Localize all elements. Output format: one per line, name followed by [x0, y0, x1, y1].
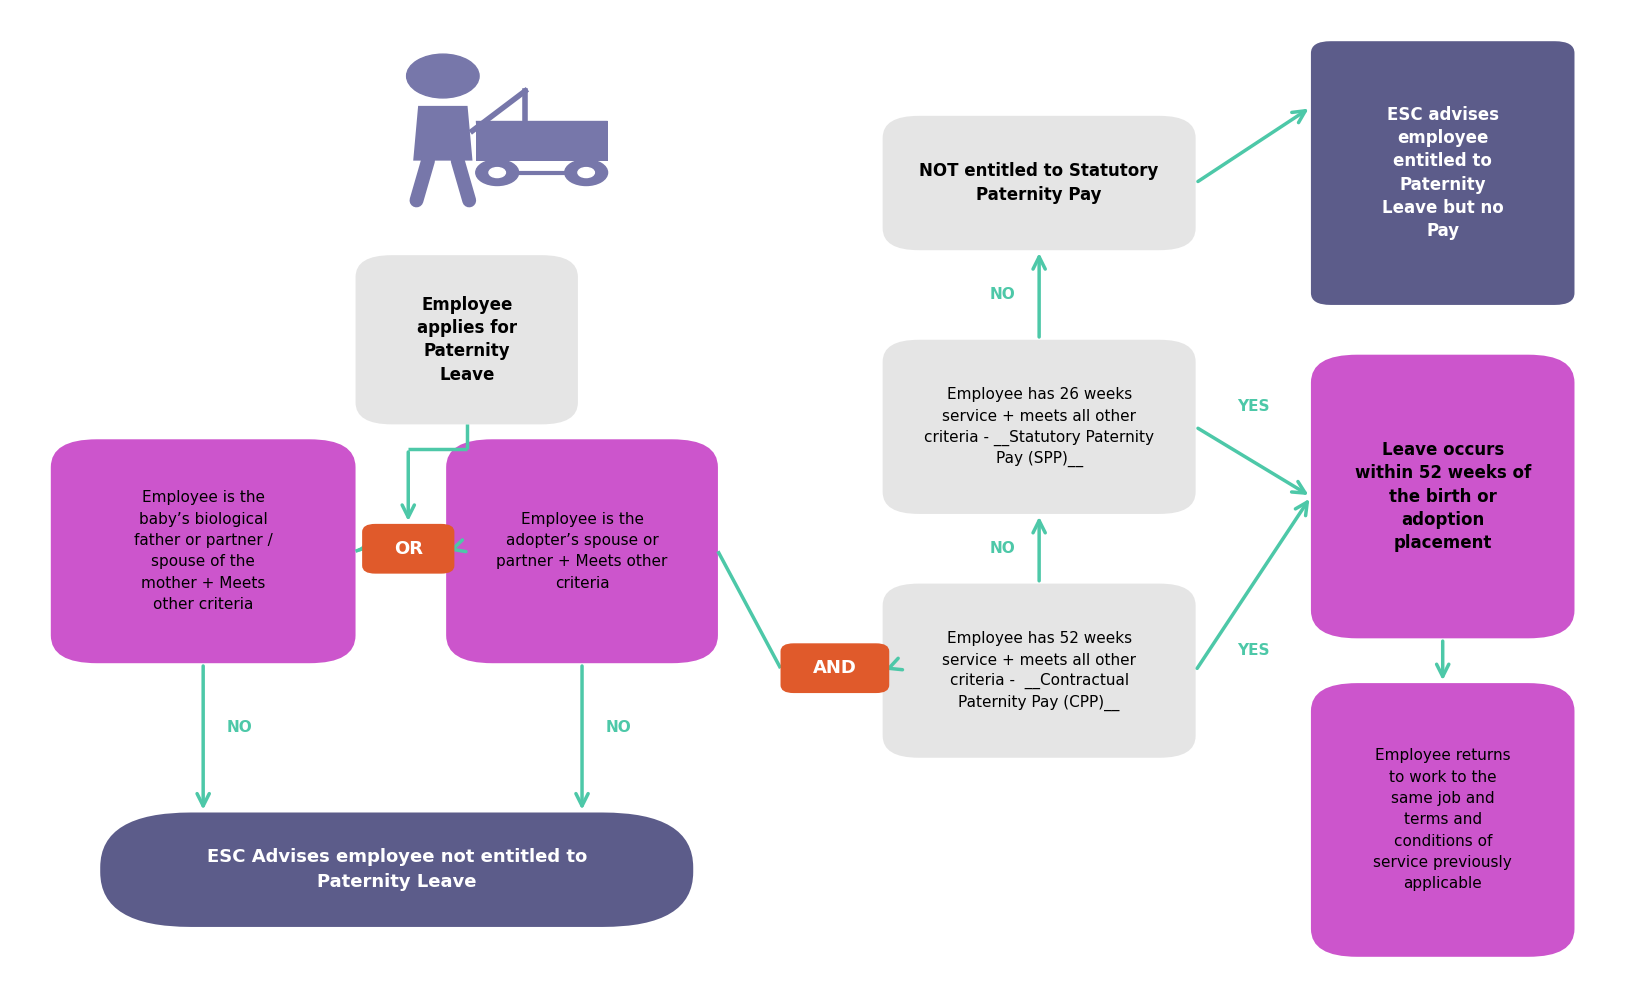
Text: NO: NO [990, 541, 1016, 556]
Text: applicable: applicable [1404, 876, 1482, 891]
Text: Employee is the: Employee is the [142, 490, 264, 505]
Polygon shape [475, 121, 607, 161]
Text: Pay: Pay [1426, 223, 1459, 241]
Text: OR: OR [394, 540, 422, 558]
Text: NO: NO [226, 721, 252, 736]
Text: ESC Advises employee not entitled to: ESC Advises employee not entitled to [206, 848, 587, 866]
Text: NO: NO [990, 287, 1016, 302]
Text: Paternity Pay: Paternity Pay [977, 186, 1102, 204]
FancyBboxPatch shape [355, 255, 578, 424]
Text: father or partner /: father or partner / [134, 533, 272, 548]
Text: other criteria: other criteria [153, 597, 254, 612]
Text: Leave occurs: Leave occurs [1381, 441, 1503, 459]
Text: within 52 weeks of: within 52 weeks of [1355, 464, 1531, 482]
Text: Employee: Employee [421, 295, 513, 313]
Text: service previously: service previously [1373, 855, 1511, 870]
Circle shape [564, 160, 607, 186]
FancyBboxPatch shape [446, 439, 718, 664]
Circle shape [475, 160, 518, 186]
Text: Leave: Leave [439, 365, 495, 383]
Text: Pay (SPP)__: Pay (SPP)__ [995, 451, 1082, 467]
FancyBboxPatch shape [51, 439, 355, 664]
Text: Paternity: Paternity [1399, 176, 1487, 194]
FancyBboxPatch shape [883, 339, 1196, 514]
Text: Employee returns: Employee returns [1374, 748, 1510, 763]
FancyBboxPatch shape [1312, 41, 1574, 305]
Text: applies for: applies for [417, 319, 516, 337]
Text: Employee has 26 weeks: Employee has 26 weeks [947, 387, 1132, 402]
Text: spouse of the: spouse of the [152, 555, 256, 570]
Text: Employee has 52 weeks: Employee has 52 weeks [947, 631, 1132, 646]
Text: partner + Meets other: partner + Meets other [497, 555, 668, 570]
Circle shape [406, 54, 478, 98]
Text: baby’s biological: baby’s biological [139, 512, 267, 527]
Text: same job and: same job and [1391, 791, 1495, 806]
Text: conditions of: conditions of [1394, 833, 1492, 848]
FancyBboxPatch shape [475, 121, 607, 161]
FancyBboxPatch shape [883, 116, 1196, 250]
Text: Paternity Pay (CPP)__: Paternity Pay (CPP)__ [959, 695, 1120, 711]
Text: adopter’s spouse or: adopter’s spouse or [505, 533, 658, 548]
Text: YES: YES [1238, 399, 1269, 414]
Text: criteria -  __Contractual: criteria - __Contractual [950, 674, 1129, 690]
Text: the birth or: the birth or [1389, 487, 1497, 506]
Text: terms and: terms and [1404, 812, 1482, 827]
FancyBboxPatch shape [1312, 683, 1574, 957]
FancyBboxPatch shape [883, 584, 1196, 757]
FancyBboxPatch shape [101, 812, 693, 927]
Circle shape [578, 168, 594, 178]
Text: NO: NO [606, 721, 632, 736]
Text: placement: placement [1394, 534, 1492, 552]
Text: AND: AND [813, 660, 856, 678]
Text: criteria - __Statutory Paternity: criteria - __Statutory Paternity [924, 429, 1153, 446]
Text: criteria: criteria [554, 576, 609, 591]
Text: Leave but no: Leave but no [1381, 199, 1503, 217]
Text: mother + Meets: mother + Meets [140, 576, 266, 591]
Circle shape [488, 168, 505, 178]
Text: service + meets all other: service + meets all other [942, 409, 1137, 424]
Text: service + meets all other: service + meets all other [942, 653, 1137, 668]
Text: ESC advises: ESC advises [1386, 106, 1498, 124]
Text: to work to the: to work to the [1389, 769, 1497, 784]
Text: NOT entitled to Statutory: NOT entitled to Statutory [919, 163, 1158, 181]
Text: YES: YES [1238, 644, 1269, 659]
Text: Paternity Leave: Paternity Leave [317, 873, 477, 891]
Polygon shape [412, 106, 472, 161]
Text: entitled to: entitled to [1393, 153, 1492, 171]
FancyBboxPatch shape [780, 644, 889, 693]
Text: adoption: adoption [1401, 511, 1485, 529]
Text: Paternity: Paternity [424, 342, 510, 360]
FancyBboxPatch shape [1312, 354, 1574, 639]
FancyBboxPatch shape [361, 524, 454, 574]
Text: employee: employee [1398, 129, 1488, 147]
Text: Employee is the: Employee is the [520, 512, 644, 527]
